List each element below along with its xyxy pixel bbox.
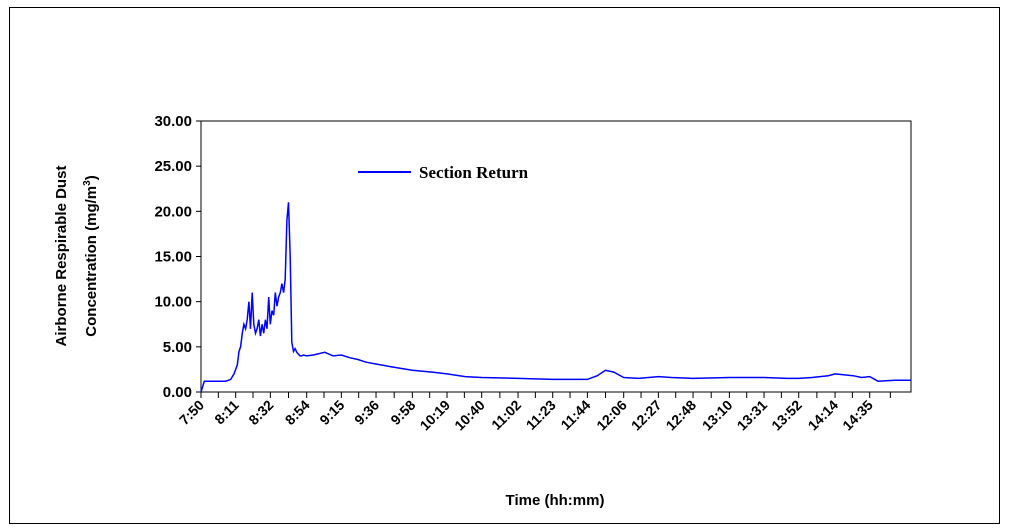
x-tick-label: 11:02 (488, 397, 524, 433)
x-tick-label: 10:40 (451, 397, 488, 434)
y-tick-label: 25.00 (154, 158, 192, 175)
series-line-section-return (200, 202, 911, 393)
x-tick-label: 12:48 (663, 397, 700, 434)
x-tick-label: 11:44 (557, 397, 593, 433)
x-tick-label: 13:52 (768, 397, 805, 434)
legend: Section Return (358, 163, 529, 182)
y-tick-label: 20.00 (154, 203, 192, 220)
x-tick-label: 9:15 (316, 397, 347, 428)
x-tick-label: 13:10 (699, 397, 736, 434)
x-axis-title: Time (hh:mm) (506, 492, 605, 509)
x-tick-label: 8:32 (245, 397, 276, 428)
x-tick-label: 8:54 (282, 397, 313, 428)
x-tick-label: 12:06 (593, 397, 630, 434)
legend-label: Section Return (419, 163, 529, 182)
y-axis-title-line2: Concentration (mg/m3) (82, 175, 100, 336)
chart-frame (9, 7, 1000, 524)
x-tick-label: 14:35 (839, 397, 876, 434)
y-tick-label: 15.00 (154, 249, 192, 266)
y-tick-label: 5.00 (163, 339, 192, 356)
x-tick-label: 9:36 (351, 397, 382, 428)
y-axis-title-line1: Airborne Respirable Dust (53, 166, 70, 347)
x-tick-label: 11:23 (523, 397, 559, 433)
plot-area (200, 120, 912, 393)
y-tick-label: 30.00 (154, 113, 192, 130)
x-tick-label: 12:27 (628, 397, 665, 434)
x-tick-label: 14:14 (805, 397, 842, 434)
x-tick-label: 8:11 (211, 397, 242, 428)
y-tick-label: 10.00 (154, 294, 192, 311)
x-tick-label: 10:19 (417, 397, 454, 434)
x-tick-label: 9:58 (387, 397, 418, 428)
y-tick-label: 0.00 (163, 384, 192, 401)
x-tick-label: 13:31 (734, 397, 771, 434)
x-tick-label: 7:50 (176, 397, 207, 428)
